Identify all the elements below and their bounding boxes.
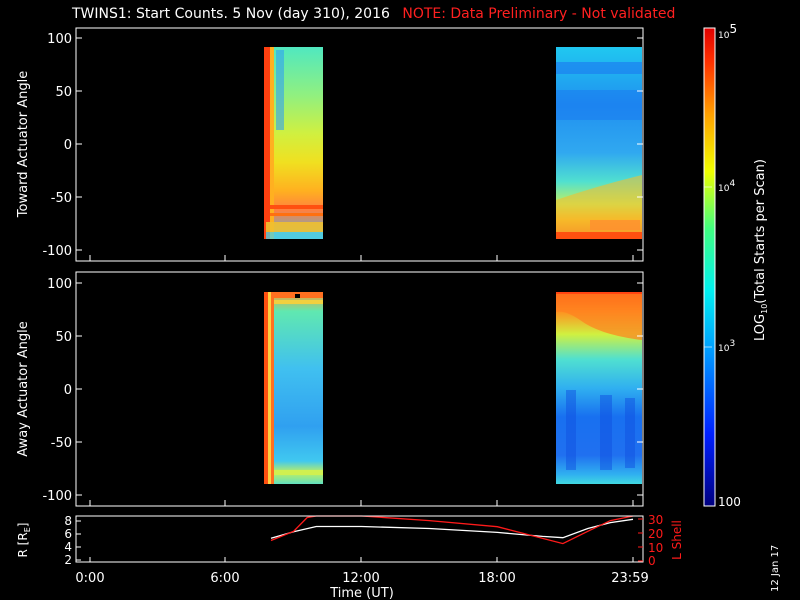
toward-block-a-band-1 xyxy=(270,205,323,209)
toward-block-a xyxy=(264,47,323,239)
toward-y-axis: 100 50 0 -50 -100 xyxy=(42,32,643,259)
chart-title-main: TWINS1: Start Counts. 5 Nov (day 310), 2… xyxy=(72,6,390,22)
toward-x-ticks xyxy=(89,255,634,261)
away-block-a-top-band-2 xyxy=(274,300,323,304)
away-block-b-streak-1 xyxy=(566,390,576,470)
lshell-tick-10: 10 xyxy=(648,541,663,555)
colorbar-tick-1e4: 104 xyxy=(718,179,735,194)
away-tick-neg100: -100 xyxy=(42,489,72,504)
toward-tick-neg50: -50 xyxy=(51,191,72,206)
toward-block-b-red-band xyxy=(556,232,642,239)
away-x-ticks xyxy=(89,500,634,506)
away-block-a-bottom-band xyxy=(274,470,323,475)
lshell-axis: 30 20 10 0 xyxy=(638,513,663,568)
orbit-panel: 8 6 4 2 30 20 10 0 L Shell R [RE] 0:00 6… xyxy=(16,513,684,600)
toward-tick-50: 50 xyxy=(55,85,72,100)
preliminary-note: NOTE: Data Preliminary - Not validated xyxy=(402,6,676,22)
chart-title: TWINS1: Start Counts. 5 Nov (day 310), 2… xyxy=(72,6,675,22)
away-tick-50: 50 xyxy=(55,330,72,345)
orbit-panel-frame xyxy=(75,515,644,563)
r-axis: 8 6 4 2 xyxy=(64,514,81,567)
away-tick-0: 0 xyxy=(64,383,72,398)
colorbar-tick-100: 100 xyxy=(718,495,741,509)
toward-panel-bg xyxy=(76,28,643,261)
toward-block-b xyxy=(556,47,642,239)
away-y-axis: 100 50 0 -50 -100 xyxy=(42,277,643,504)
r-series-line xyxy=(270,518,634,539)
colorbar-gradient xyxy=(703,27,716,507)
lshell-tick-20: 20 xyxy=(648,527,663,541)
toward-ylabel: Toward Actuator Angle xyxy=(16,71,31,218)
colorbar: 105 104 103 100 LOG10(Total Starts per S… xyxy=(703,22,769,509)
orbit-panel-bg xyxy=(76,516,643,562)
toward-block-a-band-2 xyxy=(270,213,323,216)
away-block-a-edge-stripe xyxy=(264,292,268,484)
away-block-b-streak-2 xyxy=(600,395,612,470)
toward-panel: 100 50 0 -50 -100 Toward Actuator Angle xyxy=(16,27,644,262)
time-axis-label: Time (UT) xyxy=(329,586,394,600)
lshell-label: L Shell xyxy=(670,520,684,560)
away-panel: 100 50 0 -50 -100 Away Actuator Angle xyxy=(16,271,644,507)
time-tick-2359: 23:59 xyxy=(611,571,648,586)
away-block-a xyxy=(264,292,323,484)
toward-tick-100: 100 xyxy=(47,32,72,47)
time-tick-1800: 18:00 xyxy=(478,571,515,586)
time-x-ticks xyxy=(89,557,634,562)
toward-block-b-blue-band xyxy=(556,62,642,74)
lshell-series-line xyxy=(270,515,634,545)
lshell-tick-0: 0 xyxy=(648,554,656,568)
toward-block-a-band-4 xyxy=(266,232,323,239)
time-tick-labels: 0:00 6:00 12:00 18:00 23:59 xyxy=(75,571,648,586)
orbit-lines xyxy=(270,515,634,545)
toward-tick-0: 0 xyxy=(64,138,72,153)
away-block-a-gap xyxy=(295,294,300,298)
away-ylabel: Away Actuator Angle xyxy=(16,321,31,456)
time-tick-1200: 12:00 xyxy=(342,571,379,586)
colorbar-tick-1e5: 105 xyxy=(718,22,737,41)
away-block-b-warm-cap xyxy=(556,294,642,340)
r-tick-2: 2 xyxy=(64,553,72,567)
away-panel-bg xyxy=(76,272,643,506)
toward-block-a-edge-stripe-2 xyxy=(270,47,274,239)
toward-tick-neg100: -100 xyxy=(42,244,72,259)
time-tick-0600: 6:00 xyxy=(210,571,239,586)
lshell-tick-30: 30 xyxy=(648,513,663,527)
datestamp: 12 Jan 17 xyxy=(770,544,781,592)
r-tick-8: 8 xyxy=(64,514,72,528)
toward-block-a-edge-stripe xyxy=(264,47,270,239)
time-tick-0000: 0:00 xyxy=(75,571,104,586)
r-tick-6: 6 xyxy=(64,527,72,541)
r-tick-4: 4 xyxy=(64,540,72,554)
away-block-b xyxy=(556,292,642,484)
toward-block-a-cool-streak xyxy=(276,50,284,130)
away-block-a-edge-stripe-2 xyxy=(268,292,271,484)
toward-block-b-striped-band xyxy=(590,220,640,230)
toward-block-b-blue-band-2 xyxy=(556,90,642,120)
r-label: R [RE] xyxy=(16,523,32,558)
away-tick-100: 100 xyxy=(47,277,72,292)
away-block-b-streak-3 xyxy=(625,398,635,468)
away-block-a-edge-stripe-3 xyxy=(271,292,274,484)
colorbar-label: LOG10(Total Starts per Scan) xyxy=(753,159,769,341)
away-tick-neg50: -50 xyxy=(51,436,72,451)
toward-block-a-band-3 xyxy=(266,222,323,232)
colorbar-tick-1e3: 103 xyxy=(718,339,735,354)
